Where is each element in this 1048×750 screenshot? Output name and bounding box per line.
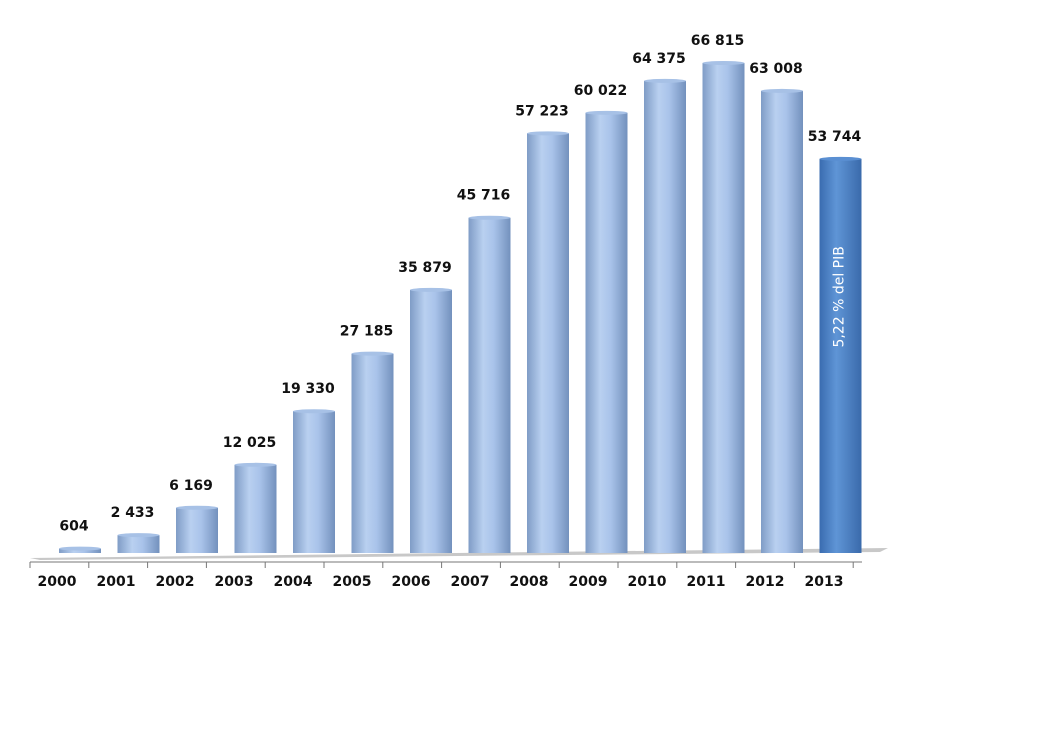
bar-top xyxy=(117,533,160,538)
value-label: 64 375 xyxy=(632,51,686,67)
x-tick-label: 2008 xyxy=(510,574,549,590)
x-tick-label: 2001 xyxy=(97,574,136,590)
x-tick-label: 2011 xyxy=(687,574,726,590)
bar-top xyxy=(59,546,101,551)
bar-body xyxy=(468,217,511,553)
x-tick-label: 2002 xyxy=(156,574,195,590)
bar-body xyxy=(702,63,745,553)
value-label: 6 169 xyxy=(169,478,213,494)
bar-body xyxy=(234,464,277,553)
bar-body xyxy=(527,133,569,554)
bar-2013 xyxy=(819,156,862,553)
bar-body xyxy=(644,80,686,553)
value-label: 63 008 xyxy=(749,61,803,77)
bar-body xyxy=(176,507,218,553)
bar-2011 xyxy=(702,61,745,553)
x-tick-label: 2000 xyxy=(38,574,77,590)
value-label: 53 744 xyxy=(808,129,862,145)
bar-2004 xyxy=(293,409,335,553)
bar-body xyxy=(819,158,862,553)
x-tick-label: 2010 xyxy=(628,574,667,590)
bar-top xyxy=(644,78,686,83)
bar-2000 xyxy=(59,546,101,553)
bar-body xyxy=(410,289,452,553)
value-label: 12 025 xyxy=(223,435,277,451)
bar-2007 xyxy=(468,215,511,553)
x-tick-label: 2012 xyxy=(746,574,785,590)
bar-top xyxy=(293,409,335,414)
value-label: 2 433 xyxy=(111,505,155,521)
x-tick-label: 2006 xyxy=(392,574,431,590)
bar-annotation: 5,22 % del PIB xyxy=(832,246,848,347)
x-tick-label: 2004 xyxy=(274,574,313,590)
value-label: 604 xyxy=(59,519,88,535)
value-label: 57 223 xyxy=(515,103,569,119)
x-tick-label: 2007 xyxy=(451,574,490,590)
bar-top xyxy=(761,88,803,93)
bar-top xyxy=(351,351,394,356)
bar-2012 xyxy=(761,88,803,554)
bar-2002 xyxy=(176,505,218,553)
x-tick-label: 2005 xyxy=(333,574,372,590)
bar-2001 xyxy=(117,533,160,553)
x-tick-label: 2009 xyxy=(569,574,608,590)
bar-body xyxy=(293,411,335,553)
bar-body xyxy=(59,548,101,553)
bar-2005 xyxy=(351,351,394,553)
bar-top xyxy=(410,287,452,292)
bar-top xyxy=(176,505,218,510)
value-label: 19 330 xyxy=(281,381,335,397)
value-label: 45 716 xyxy=(457,188,511,204)
value-label: 60 022 xyxy=(574,83,628,99)
bar-2010 xyxy=(644,78,686,553)
value-label: 35 879 xyxy=(398,260,452,276)
bar-2006 xyxy=(410,287,452,553)
bar-2003 xyxy=(234,462,277,553)
bar-top xyxy=(585,110,628,115)
bar-body xyxy=(761,90,803,554)
bar-top xyxy=(819,156,862,161)
bar-2008 xyxy=(527,131,569,554)
x-tick-label: 2003 xyxy=(215,574,254,590)
bar-2009 xyxy=(585,110,628,554)
bar-top xyxy=(527,131,569,136)
bar-top xyxy=(702,61,745,65)
bar-top xyxy=(234,462,277,467)
x-tick-label: 2013 xyxy=(805,574,844,590)
bar-top xyxy=(468,215,511,220)
bar-body xyxy=(351,353,394,553)
value-label: 27 185 xyxy=(340,324,394,340)
value-label: 66 815 xyxy=(691,33,745,49)
bar-body xyxy=(117,535,160,553)
bar-body xyxy=(585,112,628,554)
